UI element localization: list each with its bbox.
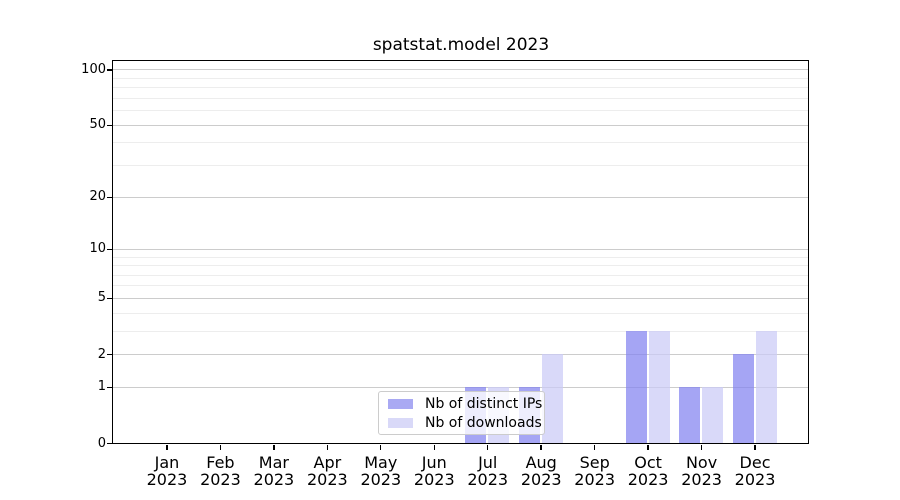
y-tick-2 — [107, 354, 112, 356]
y-tick-label-50: 50 — [89, 117, 106, 133]
bar-downloads-oct — [648, 330, 670, 443]
gridline-major-20 — [113, 196, 808, 198]
x-tick-oct — [647, 445, 649, 450]
gridline-minor-6 — [113, 285, 808, 287]
gridline-minor-70 — [113, 97, 808, 99]
y-tick-label-2: 2 — [97, 346, 106, 362]
x-tick-label-nov: Nov 2023 — [681, 453, 722, 489]
x-tick-aug — [540, 445, 542, 450]
gridline-minor-8 — [113, 265, 808, 267]
legend-label-distinct-ips: Nb of distinct IPs — [425, 395, 543, 412]
bar-downloads-dec — [755, 330, 777, 443]
gridline-minor-9 — [113, 256, 808, 258]
chart-title: spatstat.model 2023 — [372, 35, 550, 55]
y-tick-50 — [107, 124, 112, 127]
gridline-major-2 — [113, 354, 808, 356]
x-tick-mar — [273, 445, 275, 450]
x-tick-jun — [433, 445, 435, 450]
gridline-minor-3 — [113, 330, 808, 332]
y-tick-5 — [107, 297, 112, 300]
plot-area — [112, 60, 809, 444]
gridline-major-1 — [113, 386, 808, 388]
x-tick-nov — [700, 445, 703, 450]
y-tick-20 — [107, 196, 112, 198]
y-tick-label-100: 100 — [81, 61, 106, 77]
gridline-minor-4 — [113, 312, 808, 314]
bar-downloads-nov — [702, 386, 724, 443]
gridline-major-10 — [113, 248, 808, 250]
x-tick-label-jul: Jul 2023 — [467, 453, 509, 489]
gridline-minor-30 — [113, 164, 808, 166]
x-tick-may — [380, 445, 382, 450]
gridline-minor-40 — [113, 142, 808, 144]
x-tick-dec — [754, 445, 756, 450]
x-tick-jan — [166, 445, 168, 450]
bar-distinct-ips-dec — [732, 354, 754, 443]
x-tick-apr — [326, 445, 329, 450]
y-tick-0 — [107, 443, 112, 445]
y-tick-label-0: 0 — [97, 435, 106, 451]
x-tick-label-jun: Jun 2023 — [413, 453, 455, 489]
y-tick-100 — [107, 69, 112, 71]
x-tick-label-aug: Aug 2023 — [520, 453, 562, 489]
y-tick-1 — [107, 386, 112, 389]
x-tick-label-apr: Apr 2023 — [306, 453, 348, 489]
legend-label-downloads: Nb of downloads — [425, 414, 542, 431]
x-tick-sep — [593, 445, 596, 450]
x-tick-jul — [487, 445, 489, 450]
x-tick-label-mar: Mar 2023 — [253, 453, 295, 489]
legend-swatch-distinct-ips — [388, 398, 413, 409]
legend-item-distinct-ips: Nb of distinct IPs — [388, 395, 544, 412]
x-tick-label-dec: Dec 2023 — [734, 453, 776, 489]
y-tick-label-1: 1 — [97, 379, 106, 395]
bar-distinct-ips-nov — [679, 386, 701, 443]
bar-downloads-aug — [541, 354, 563, 443]
x-tick-label-sep: Sep 2023 — [574, 453, 615, 489]
gridline-major-100 — [113, 69, 808, 71]
y-tick-10 — [107, 248, 112, 251]
gridline-minor-90 — [113, 77, 808, 79]
x-tick-feb — [219, 445, 222, 450]
legend: Nb of distinct IPs Nb of downloads — [378, 391, 545, 435]
x-tick-label-may: May 2023 — [360, 453, 402, 489]
x-tick-label-jan: Jan 2023 — [146, 453, 188, 489]
gridline-major-50 — [113, 124, 808, 126]
legend-item-downloads: Nb of downloads — [388, 414, 544, 431]
legend-swatch-downloads — [388, 417, 413, 428]
y-tick-label-5: 5 — [97, 290, 106, 306]
x-tick-label-oct: Oct 2023 — [627, 453, 669, 489]
gridline-minor-80 — [113, 87, 808, 89]
gridline-minor-60 — [113, 110, 808, 112]
y-tick-label-10: 10 — [89, 241, 106, 257]
gridline-major-5 — [113, 297, 808, 299]
y-tick-label-20: 20 — [89, 189, 106, 205]
gridline-minor-7 — [113, 274, 808, 276]
bar-distinct-ips-oct — [625, 330, 647, 443]
x-tick-label-feb: Feb 2023 — [200, 453, 241, 489]
